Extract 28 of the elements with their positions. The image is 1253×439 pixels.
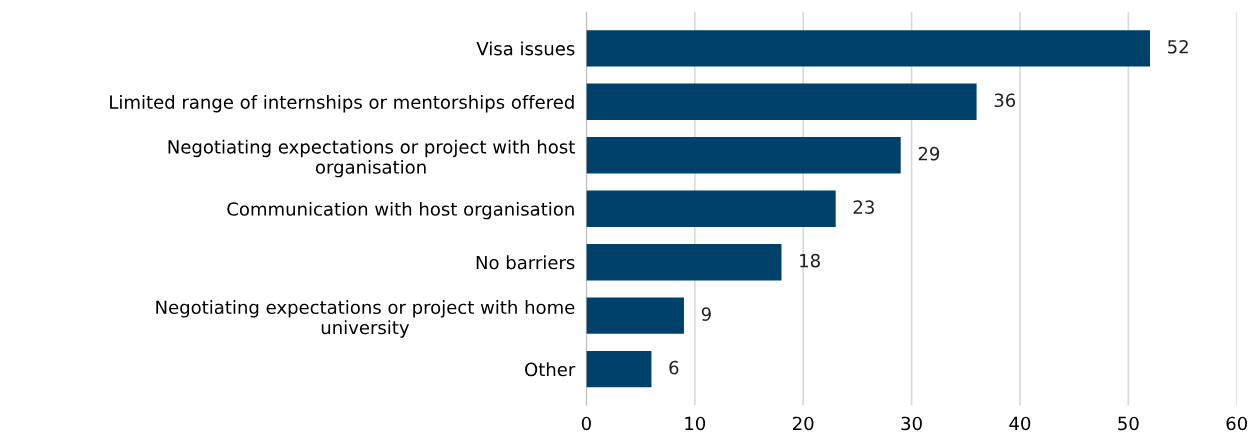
- bar: [586, 137, 901, 174]
- data-label: 29: [918, 146, 940, 161]
- data-label: 18: [800, 253, 820, 268]
- x-tick-label: 30: [901, 416, 922, 431]
- y-tick-label: Other: [525, 362, 576, 377]
- data-label: 23: [853, 200, 874, 214]
- bar: [586, 297, 684, 334]
- bar: [586, 30, 1150, 67]
- x-tick-label: 0: [581, 416, 591, 431]
- x-tick-label: 10: [685, 416, 706, 431]
- y-tick-label: No barriers: [476, 255, 575, 270]
- bar: [586, 350, 652, 388]
- x-tick-label: 50: [1118, 416, 1139, 431]
- data-label: 52: [1168, 39, 1188, 54]
- bar: [586, 244, 782, 281]
- data-label: 36: [994, 93, 1016, 108]
- y-tick-label: Negotiating expectations or project with home university: [156, 300, 575, 338]
- data-label: 6: [669, 360, 679, 375]
- x-tick-label: 60: [1226, 416, 1247, 431]
- y-tick-label: Limited range of internships or mentorships offered: [110, 94, 574, 113]
- bar: [586, 83, 977, 120]
- data-label: 9: [701, 307, 711, 321]
- x-tick-label: 40: [1009, 416, 1031, 431]
- bar: [586, 190, 836, 227]
- y-tick-label: Negotiating expectations or project with host organisation: [168, 139, 575, 178]
- y-tick-label: Visa issues: [476, 41, 575, 56]
- x-tick-label: 20: [793, 416, 814, 431]
- y-tick-label: Communication with host organisation: [227, 201, 574, 220]
